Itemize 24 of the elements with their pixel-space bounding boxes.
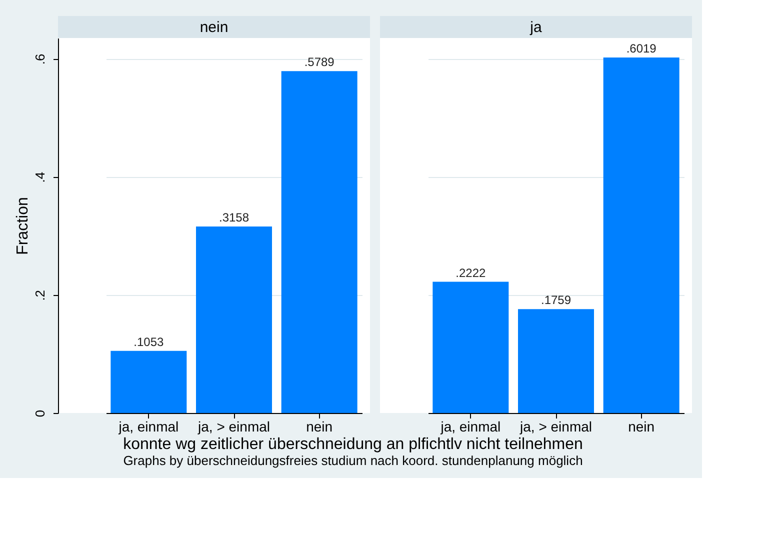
y-tick-label: .2 [32,290,48,301]
bar [110,350,187,413]
bar [196,226,272,413]
y-axis-title: Fraction [14,197,32,255]
data-label: .6019 [626,42,657,56]
y-tick-label: .4 [32,172,48,183]
chart-title: ja [529,19,542,36]
bar [281,71,358,413]
x-tick-label: nein [628,418,655,434]
chart-title: nein [200,19,228,36]
data-label: .1053 [134,334,164,349]
y-tick-label: .6 [32,54,48,65]
x-tick-label: nein [306,418,333,434]
x-axis-title: konnte wg zeitlicher überschneidung an plfichtlv nicht teilnehmen [123,436,583,453]
data-label: .2222 [456,266,486,280]
x-tick-label: ja, einmal [118,418,179,434]
text: Graphs by überschneidungsfreies studium nach koord. stundenplanung möglich [123,453,583,468]
data-label: .3158 [218,210,250,225]
x-tick-label: ja, > einmal [519,418,592,434]
data-label: .1759 [540,293,572,308]
x-tick-label: ja, einmal [440,418,501,434]
data-label: .5789 [304,55,335,70]
x-tick-label: ja, > einmal [197,418,270,434]
y-tick-label: 0 [32,410,48,418]
